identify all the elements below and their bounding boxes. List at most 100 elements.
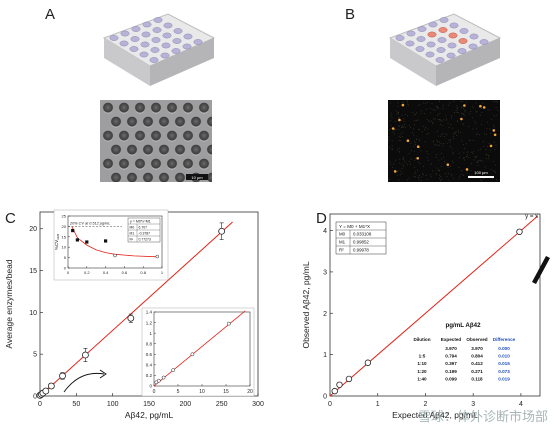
fluor-well [435, 172, 437, 174]
inset-cv-y-tick-label: 0 [64, 266, 67, 271]
fluor-well [397, 102, 399, 104]
fluor-well [479, 160, 481, 161]
fluor-well [413, 124, 415, 126]
microwell [449, 22, 459, 29]
fluor-well [418, 129, 419, 131]
fluor-well [413, 150, 415, 152]
inset-cv-x-tick-label: 0.4 [103, 270, 109, 275]
microwell [119, 40, 129, 47]
fluor-well [432, 170, 434, 172]
fluor-well [496, 100, 498, 102]
x-tick-label: 150 [143, 401, 155, 408]
fluor-positive-bead [416, 157, 419, 160]
fluor-well [452, 151, 454, 153]
microwell [161, 42, 171, 49]
fluor-well [453, 100, 455, 102]
sem-well [190, 144, 202, 156]
fluor-well [442, 107, 444, 109]
fluor-well [418, 174, 420, 176]
sem-well [126, 172, 138, 182]
fluor-well [415, 113, 417, 115]
fluor-well [392, 131, 394, 133]
fluor-positive-bead [460, 117, 463, 121]
fluor-well [437, 114, 439, 116]
inset-zoom-point [171, 368, 176, 372]
fluor-positive-bead [416, 145, 420, 148]
data-point [218, 227, 226, 235]
fluor-well [441, 178, 443, 180]
microwell [439, 17, 449, 23]
fluor-well [401, 120, 403, 121]
fluor-well [405, 162, 407, 164]
sem-well [158, 144, 170, 156]
fluor-well [406, 115, 408, 117]
fluor-well [413, 145, 415, 147]
fluor-well [493, 170, 495, 172]
fluorescence-image: 100 µm [388, 100, 500, 182]
fluor-positive-bead [401, 103, 405, 107]
fluor-well [419, 104, 421, 106]
fluor-well [443, 136, 445, 137]
microwell [447, 42, 457, 49]
fluor-well [397, 174, 399, 176]
fluor-well [458, 132, 460, 134]
bead-positive-well [458, 38, 468, 44]
fluor-well [481, 108, 482, 109]
fluor-well [440, 175, 442, 177]
fluor-well [482, 140, 484, 142]
fluor-well [439, 174, 441, 176]
microwell [142, 21, 152, 28]
fluor-well [453, 153, 454, 155]
inset-zoom-point [190, 352, 195, 357]
fluor-well [472, 128, 474, 130]
inset-cv-y-label: %CVAEB [54, 234, 60, 250]
fluor-well [494, 141, 495, 143]
fluor-well [451, 160, 453, 162]
data-table-header: Dilution [413, 337, 430, 342]
fit-line [329, 215, 538, 397]
inset-zoom-y-tick-label: 0 [149, 384, 152, 389]
data-point [364, 359, 372, 366]
fluor-well [464, 109, 466, 111]
fluor-well [463, 157, 465, 159]
fluor-well [480, 160, 482, 162]
fluor-well [434, 118, 436, 120]
fluor-well [430, 176, 432, 178]
fluor-well [497, 109, 499, 111]
fluor-well [398, 117, 399, 119]
marker-smudge [532, 256, 550, 284]
inset-cv-point [71, 228, 75, 233]
fluor-well [452, 162, 454, 164]
fluor-well [451, 173, 453, 175]
fluor-positive-bead [493, 133, 497, 137]
fluor-well [420, 113, 422, 114]
fluor-well [430, 112, 432, 114]
fluor-well [444, 161, 446, 163]
fluor-well [438, 159, 440, 161]
sem-well [118, 130, 130, 142]
y-axis-label: Average enzymes/bead [4, 259, 14, 348]
fluor-well [457, 107, 459, 109]
fluor-well [445, 119, 447, 121]
fluor-well [417, 105, 419, 107]
fluor-well [417, 119, 419, 121]
sem-well [158, 116, 170, 128]
microwell [405, 40, 415, 47]
fluor-well [476, 134, 478, 135]
fluor-well [442, 133, 444, 135]
data-table-title: pg/mL Aβ42 [445, 322, 481, 329]
fluor-well [404, 113, 406, 115]
inset-cv-point [113, 253, 117, 258]
microwell [139, 51, 149, 58]
chart-d: 0 1 2 3 4 0 1 2 3 4 Expected Aβ42, pg/mL Observed A… [301, 213, 550, 420]
microwell [437, 37, 447, 43]
sem-well [150, 130, 162, 142]
fluor-well [495, 114, 497, 116]
data-table-cell: 0.099 [445, 376, 457, 381]
fluor-well [435, 174, 437, 176]
fluor-well [391, 140, 393, 142]
sem-well [142, 144, 154, 156]
fluor-well [436, 167, 438, 169]
inset-cv-param-value: 0.77273 [139, 237, 151, 241]
sem-well [166, 158, 178, 170]
